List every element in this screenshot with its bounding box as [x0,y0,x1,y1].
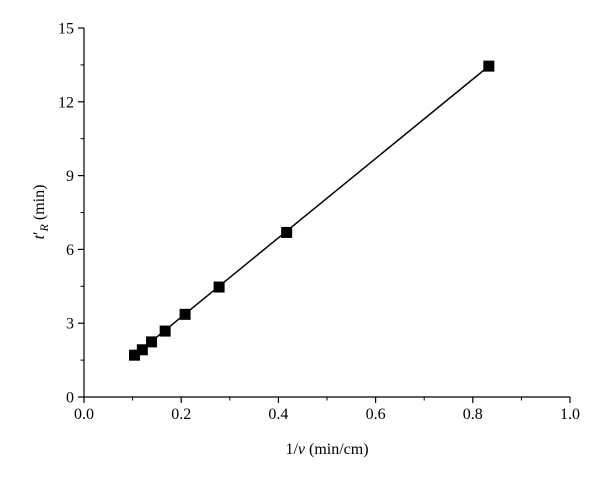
y-tick-label: 6 [66,242,74,259]
x-tick-label: 0.4 [268,406,288,423]
y-tick-label: 3 [66,316,74,333]
ticks [78,27,571,403]
y-tick-label: 15 [58,21,74,38]
data-point [179,308,191,320]
data-point [129,349,141,361]
y-axis-label-sub: R [37,223,51,232]
x-tick-label: 1.0 [560,406,580,423]
y-tick-label: 0 [66,390,74,407]
y-tick-label: 12 [58,94,74,111]
x-axis-label: 1/v (min/cm) [285,441,368,458]
data-point [213,281,225,293]
x-tick-label: 0.2 [171,406,191,423]
x-axis-label-var: v [298,441,306,458]
data-point [146,336,158,348]
y-axis-label-unit: (min) [31,185,48,225]
data-point [159,325,171,337]
x-tick-label: 0.8 [463,406,483,423]
x-tick-label: 0.6 [366,406,386,423]
tick-labels: 0.0 0.2 0.4 0.6 0.8 1.0 0 3 6 9 12 15 [58,21,580,424]
data-points [129,60,495,361]
y-axis-label: t′R (min) [31,185,51,240]
x-tick-label: 0.0 [74,406,94,423]
y-axis-label-prime: ′ [31,231,48,235]
data-point [483,60,495,72]
data-point [281,226,293,238]
fit-line [134,65,490,356]
x-axis-label-main: 1/ [285,441,298,458]
x-axis-label-unit: (min/cm) [305,441,369,458]
y-tick-label: 9 [66,168,74,185]
data-point [136,344,148,356]
y-axis-label-var: t [31,234,48,239]
